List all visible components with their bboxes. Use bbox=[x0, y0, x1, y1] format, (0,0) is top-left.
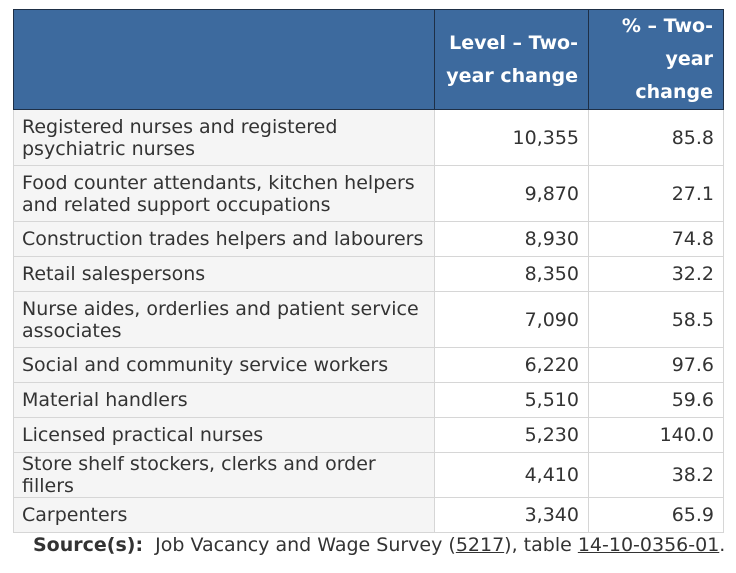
occupation-cell: Licensed practical nurses bbox=[13, 417, 435, 453]
table-row: Material handlers 5,510 59.6 bbox=[13, 382, 724, 418]
percent-cell: 97.6 bbox=[588, 347, 724, 383]
job-vacancy-table-container: Level – Two-year change % – Two-year cha… bbox=[13, 9, 724, 533]
level-cell: 8,930 bbox=[434, 221, 589, 257]
job-vacancy-table: Level – Two-year change % – Two-year cha… bbox=[13, 9, 724, 533]
header-level-change: Level – Two-year change bbox=[434, 9, 589, 110]
table-row: Licensed practical nurses 5,230 140.0 bbox=[13, 417, 724, 453]
table-row: Food counter attendants, kitchen helpers… bbox=[13, 165, 724, 222]
table-number-link[interactable]: 14-10-0356-01 bbox=[577, 534, 720, 556]
percent-cell: 27.1 bbox=[588, 165, 724, 222]
source-label: Source(s): bbox=[33, 534, 144, 556]
source-text-middle: ), table bbox=[504, 534, 578, 556]
occupation-cell: Registered nurses and registered psychia… bbox=[13, 109, 435, 166]
occupation-cell: Food counter attendants, kitchen helpers… bbox=[13, 165, 435, 222]
level-cell: 4,410 bbox=[434, 452, 589, 498]
percent-cell: 74.8 bbox=[588, 221, 724, 257]
level-cell: 5,230 bbox=[434, 417, 589, 453]
table-body: Registered nurses and registered psychia… bbox=[13, 109, 724, 533]
level-cell: 5,510 bbox=[434, 382, 589, 418]
percent-cell: 32.2 bbox=[588, 256, 724, 292]
level-cell: 8,350 bbox=[434, 256, 589, 292]
header-occupation bbox=[13, 9, 435, 110]
table-row: Construction trades helpers and labourer… bbox=[13, 221, 724, 257]
source-note: Source(s): Job Vacancy and Wage Survey (… bbox=[33, 534, 725, 556]
source-text-before: Job Vacancy and Wage Survey ( bbox=[155, 534, 456, 556]
occupation-cell: Nurse aides, orderlies and patient servi… bbox=[13, 291, 435, 348]
occupation-cell: Construction trades helpers and labourer… bbox=[13, 221, 435, 257]
table-row: Registered nurses and registered psychia… bbox=[13, 109, 724, 166]
survey-number-link[interactable]: 5217 bbox=[455, 534, 505, 556]
occupation-cell: Material handlers bbox=[13, 382, 435, 418]
header-percent-change: % – Two-year change bbox=[588, 9, 724, 110]
header-row: Level – Two-year change % – Two-year cha… bbox=[13, 9, 724, 110]
level-cell: 10,355 bbox=[434, 109, 589, 166]
table-row: Social and community service workers 6,2… bbox=[13, 347, 724, 383]
table-row: Store shelf stockers, clerks and order f… bbox=[13, 452, 724, 498]
level-cell: 7,090 bbox=[434, 291, 589, 348]
level-cell: 6,220 bbox=[434, 347, 589, 383]
table-header: Level – Two-year change % – Two-year cha… bbox=[13, 9, 724, 110]
level-cell: 3,340 bbox=[434, 497, 589, 533]
percent-cell: 85.8 bbox=[588, 109, 724, 166]
table-row: Retail salespersons 8,350 32.2 bbox=[13, 256, 724, 292]
level-cell: 9,870 bbox=[434, 165, 589, 222]
table-row: Nurse aides, orderlies and patient servi… bbox=[13, 291, 724, 348]
percent-cell: 58.5 bbox=[588, 291, 724, 348]
percent-cell: 65.9 bbox=[588, 497, 724, 533]
occupation-cell: Store shelf stockers, clerks and order f… bbox=[13, 452, 435, 498]
percent-cell: 140.0 bbox=[588, 417, 724, 453]
percent-cell: 38.2 bbox=[588, 452, 724, 498]
percent-cell: 59.6 bbox=[588, 382, 724, 418]
occupation-cell: Carpenters bbox=[13, 497, 435, 533]
occupation-cell: Social and community service workers bbox=[13, 347, 435, 383]
occupation-cell: Retail salespersons bbox=[13, 256, 435, 292]
table-row: Carpenters 3,340 65.9 bbox=[13, 497, 724, 533]
source-text-after: . bbox=[719, 534, 726, 556]
